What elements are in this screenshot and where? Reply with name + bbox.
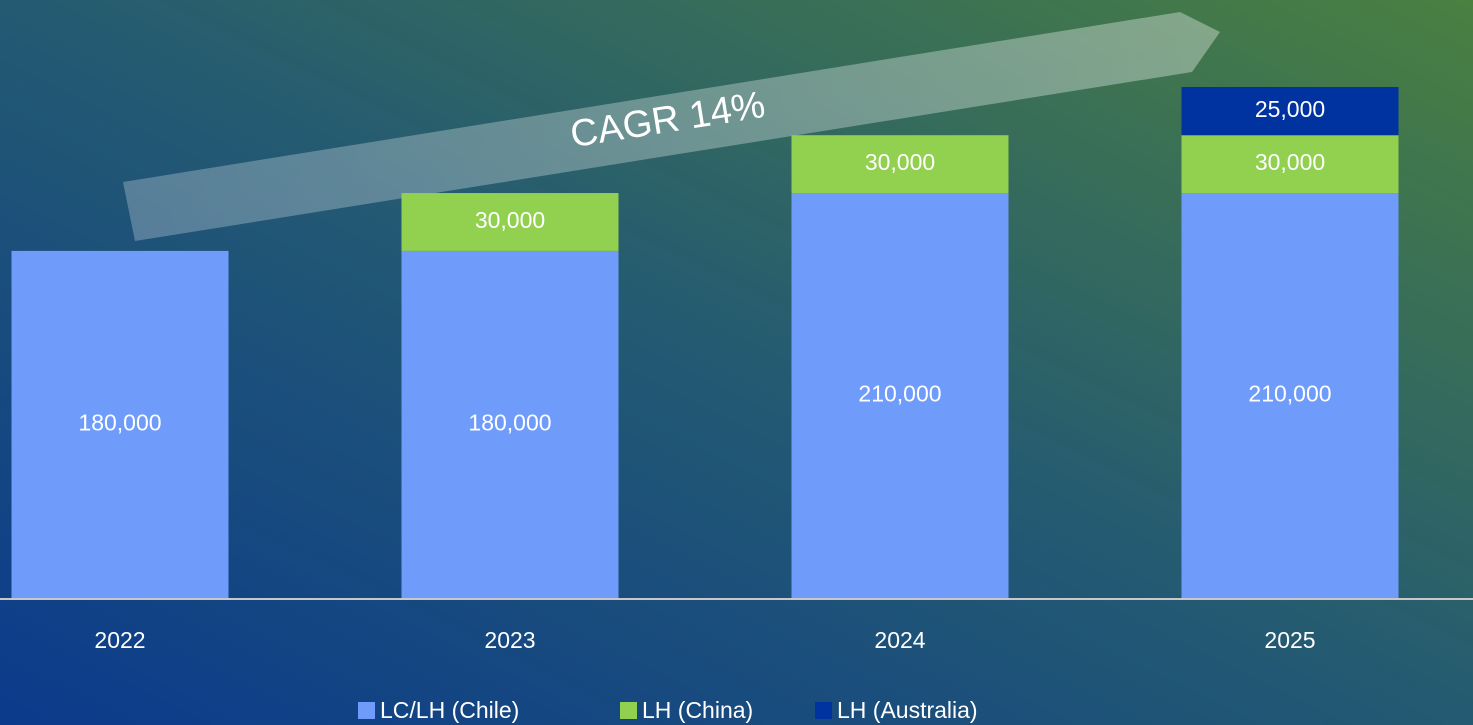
data-label: 30,000 [865,149,935,175]
bar-segment [1181,87,1399,136]
bar-segment [401,250,619,599]
legend-swatch [620,702,637,719]
data-label: 30,000 [475,207,545,233]
legend-label: LC/LH (Chile) [380,697,519,723]
data-label: 180,000 [78,410,161,436]
x-tick-label: 2025 [1264,627,1315,653]
x-tick-label: 2024 [874,627,925,653]
data-label: 210,000 [858,381,941,407]
x-tick-label: 2023 [484,627,535,653]
bar-segment [401,193,619,251]
data-label: 30,000 [1255,149,1325,175]
bar-segment [791,135,1009,194]
growth-arrow [123,12,1220,241]
legend-swatch [815,702,832,719]
bar-segment [791,193,1009,598]
bar-segment [1181,135,1399,194]
data-label: 25,000 [1255,96,1325,122]
legend-swatch [358,702,375,719]
x-tick-label: 2022 [94,627,145,653]
bar-segment [1181,193,1399,598]
bar-segment [11,250,229,599]
data-label: 180,000 [468,410,551,436]
data-label: 210,000 [1248,381,1331,407]
legend-label: LH (Australia) [837,697,978,723]
legend-label: LH (China) [642,697,753,723]
